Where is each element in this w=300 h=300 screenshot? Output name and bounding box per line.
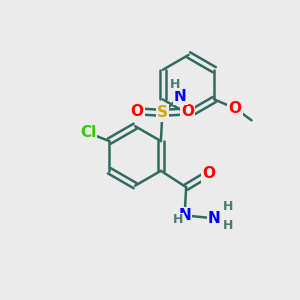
Text: N: N	[174, 89, 187, 104]
Text: O: O	[202, 166, 215, 181]
Text: H: H	[223, 200, 233, 213]
Text: H: H	[170, 78, 180, 91]
Text: N: N	[178, 208, 191, 223]
Text: N: N	[208, 211, 221, 226]
Text: O: O	[181, 104, 194, 119]
Text: O: O	[130, 104, 144, 119]
Text: S: S	[157, 105, 168, 120]
Text: Cl: Cl	[80, 125, 96, 140]
Text: H: H	[173, 213, 184, 226]
Text: O: O	[229, 101, 242, 116]
Text: H: H	[223, 219, 233, 232]
